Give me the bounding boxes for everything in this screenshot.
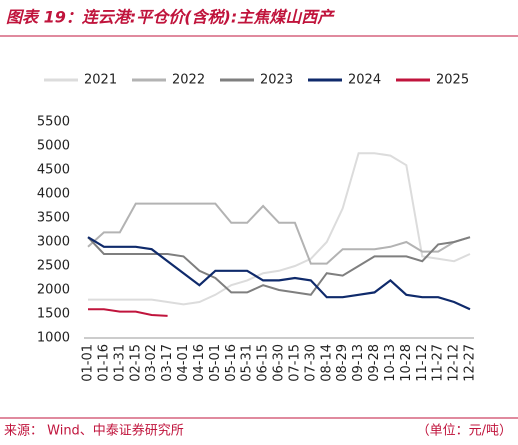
- y-tick-label: 3500: [37, 211, 70, 226]
- source-note: 来源： Wind、中泰证券研究所: [4, 423, 184, 439]
- y-tick-label: 4000: [37, 187, 70, 202]
- y-tick-label: 5000: [37, 139, 70, 154]
- x-tick-label: 10-13: [383, 344, 398, 382]
- x-tick-label: 05-01: [208, 344, 223, 382]
- legend-label: 2022: [172, 73, 205, 88]
- x-tick-label: 10-28: [399, 344, 414, 382]
- y-tick-label: 4500: [37, 163, 70, 178]
- series-line: [88, 308, 168, 317]
- series-line: [87, 236, 471, 296]
- x-tick-label: 09-13: [351, 344, 366, 382]
- y-tick-label: 1500: [37, 307, 70, 322]
- legend-label: 2024: [348, 73, 381, 88]
- x-tick-label: 05-31: [240, 344, 255, 382]
- x-tick-label: 11-12: [415, 344, 430, 382]
- x-tick-label: 07-30: [303, 344, 318, 382]
- series-line: [87, 236, 471, 311]
- x-tick-label: 05-16: [224, 344, 239, 382]
- x-tick-label: 11-27: [431, 344, 446, 382]
- x-tick-label: 07-15: [287, 344, 302, 382]
- legend-label: 2021: [84, 73, 117, 88]
- x-tick-label: 08-14: [319, 344, 334, 382]
- x-tick-label: 02-15: [128, 344, 143, 382]
- x-tick-label: 03-02: [144, 344, 159, 382]
- series-line: [87, 202, 471, 265]
- x-tick-label: 12-12: [447, 344, 462, 382]
- x-tick-label: 01-01: [81, 344, 96, 382]
- x-tick-label: 04-16: [192, 344, 207, 382]
- x-tick-label: 03-17: [160, 344, 175, 382]
- x-tick-label: 12-27: [463, 344, 478, 382]
- x-tick-label: 06-15: [256, 344, 271, 382]
- y-tick-label: 2000: [37, 283, 70, 298]
- x-tick-label: 04-01: [176, 344, 191, 382]
- x-tick-label: 08-29: [335, 344, 350, 382]
- x-tick-label: 01-31: [112, 344, 127, 382]
- x-tick-label: 09-28: [367, 344, 382, 382]
- x-tick-label: 01-16: [96, 344, 111, 382]
- y-tick-label: 3000: [37, 235, 70, 250]
- y-tick-label: 2500: [37, 259, 70, 274]
- chart-title: 图表 19：连云港:平仓价(含税):主焦煤山西产: [6, 8, 335, 27]
- legend-label: 2023: [260, 73, 293, 88]
- x-tick-label: 06-30: [272, 344, 287, 382]
- y-tick-label: 1000: [37, 331, 70, 346]
- y-tick-label: 5500: [37, 115, 70, 130]
- unit-note: （单位：元/吨）: [417, 424, 512, 439]
- series-line: [88, 152, 471, 306]
- legend-label: 2025: [436, 73, 469, 88]
